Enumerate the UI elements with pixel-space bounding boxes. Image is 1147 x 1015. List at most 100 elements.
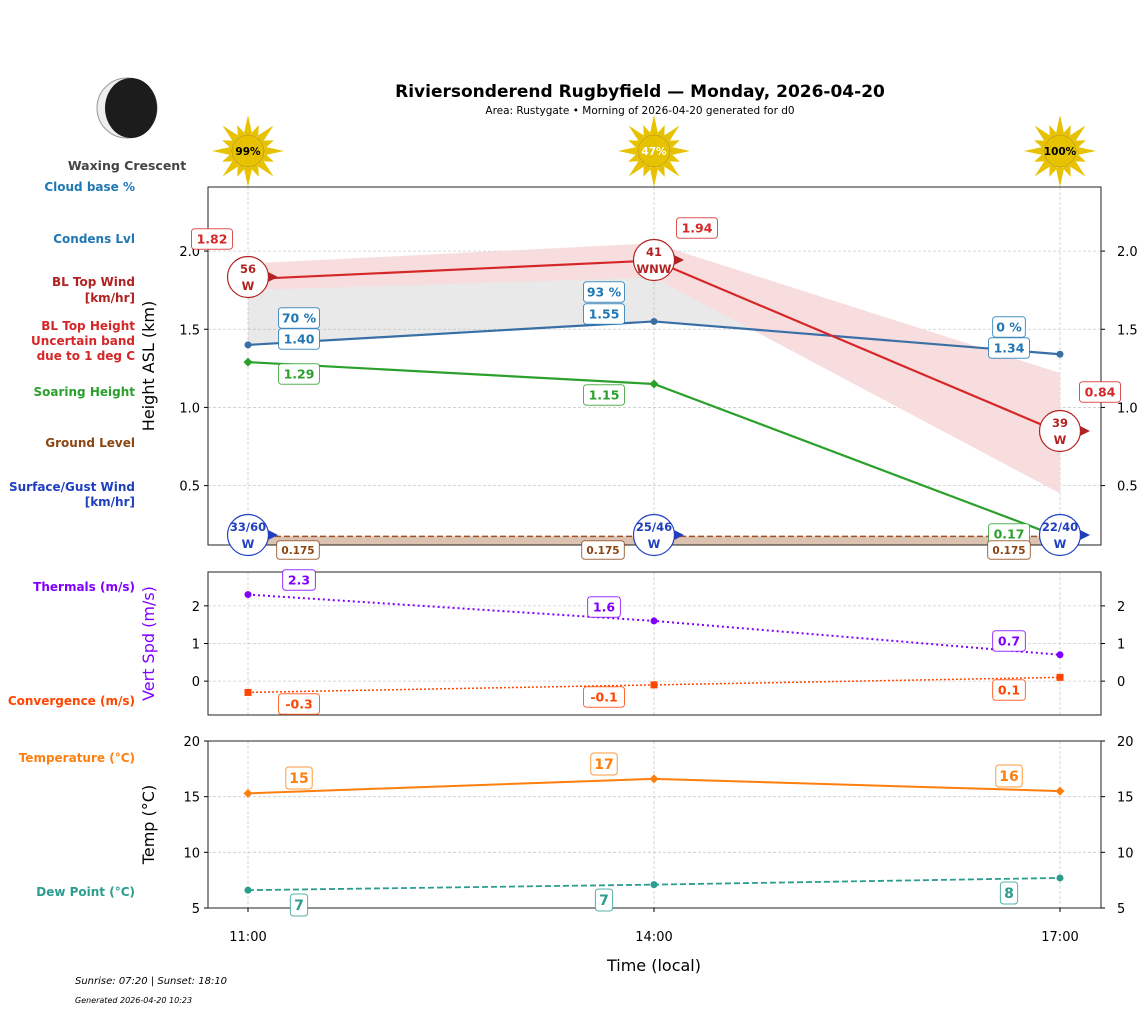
convergence-point (650, 681, 658, 689)
y-axis-label: Temp (°C) (139, 785, 158, 865)
sun-ray (662, 125, 680, 143)
sun-ray (1055, 167, 1065, 187)
y-tick-label: 5 (192, 902, 200, 917)
sun-ray (243, 115, 253, 135)
sun-ray (222, 153, 235, 162)
soaring-height-label: 0.17 (994, 527, 1025, 542)
sun-ray (667, 153, 680, 162)
x-axis-label: Time (local) (606, 956, 701, 975)
sun-ray (667, 140, 680, 149)
dewpoint-label: 7 (294, 898, 304, 914)
dewpoint-label: 8 (1004, 886, 1014, 902)
bl-top-label-box (1079, 381, 1121, 403)
wind-arrow-icon (674, 530, 684, 540)
y-tick-label: 1 (192, 638, 200, 653)
sun-ray (1062, 125, 1071, 138)
sun-ray (256, 159, 274, 177)
soaring-height-label: 1.15 (589, 388, 620, 403)
thermals-label: 1.6 (593, 600, 615, 615)
condensation-level-point (650, 317, 658, 325)
y-tick-label: 1.0 (179, 401, 200, 416)
cloud-base-pct-label: 0 % (996, 320, 1022, 335)
surface-wind-direction: W (648, 537, 661, 551)
dewpoint-point (1056, 874, 1064, 882)
wind-arrow-icon (1080, 426, 1090, 436)
y-tick-label: 0.5 (179, 480, 200, 495)
left-labels: Cloud base % Condens Lvl BL Top Wind [km/hr… (8, 180, 135, 899)
label-condens: Condens Lvl (53, 232, 135, 246)
bl-wind-speed: 39 (1052, 416, 1068, 430)
sun-ray (628, 125, 646, 143)
sun-ray (618, 146, 638, 156)
y-tick-label: 10 (183, 846, 200, 861)
thermals-label-box (282, 569, 316, 591)
temperature-point (649, 774, 659, 784)
sun-ray (243, 167, 253, 187)
sun-ray (628, 140, 641, 149)
bl-wind-direction: WNW (637, 262, 672, 276)
cloud-base-pct-label: 70 % (282, 311, 317, 326)
bl-top-label-box (191, 228, 233, 250)
sun-ray (1076, 146, 1096, 156)
sun-ray (222, 159, 240, 177)
sun-icon: 99% (212, 115, 284, 187)
ground-level-label: 0.175 (586, 545, 619, 557)
thermals-label: 2.3 (288, 573, 310, 588)
soaring-height-point (243, 357, 253, 367)
sun-ray (261, 153, 274, 162)
y-tick-label-right: 1.5 (1117, 323, 1138, 338)
thermals-label-box (587, 596, 621, 618)
y-tick-label-right: 1.0 (1117, 401, 1138, 416)
sun-ray (1034, 140, 1047, 149)
sun-ray (1049, 164, 1058, 177)
sun-ray (256, 125, 274, 143)
bl-top-label: 0.84 (1085, 385, 1116, 400)
plots: 99% 47% 100%0.5 0.51.0 1.01.5 1.52.0 2.0Height… (139, 115, 1138, 975)
sun-ray (1034, 125, 1052, 143)
temperature-point (1055, 786, 1065, 796)
sun-ray (1068, 125, 1086, 143)
ground-level-label-box (276, 540, 320, 560)
footer-sun-times: Sunrise: 07:20 | Sunset: 18:10 (75, 976, 227, 987)
label-convergence: Convergence (m/s) (8, 694, 135, 708)
thermals-label-box (992, 630, 1026, 652)
sun-ray (628, 159, 646, 177)
sun-ray (237, 125, 246, 138)
label-surface-1: Surface/Gust Wind (9, 480, 135, 494)
temperature-label-box (995, 764, 1023, 788)
sun-ray (662, 159, 680, 177)
thermals-point (1056, 651, 1064, 659)
y-tick-label-right: 2 (1117, 600, 1125, 615)
x-tick-label: 14:00 (635, 930, 672, 945)
sun-ray (643, 125, 652, 138)
sun-ray (643, 164, 652, 177)
sun-icon: 100% (1024, 115, 1096, 187)
sun-ray (264, 146, 284, 156)
convergence-line (247, 676, 1061, 694)
ground-level-label-box (581, 540, 625, 560)
ground-level-label-box (987, 540, 1031, 560)
sun-ray (1062, 164, 1071, 177)
surface-wind-speed: 25/46 (636, 520, 672, 534)
y-tick-label-right: 20 (1117, 735, 1134, 750)
wind-arrow-icon (268, 272, 278, 282)
dewpoint-point (650, 881, 658, 889)
soaring-height-point (649, 379, 659, 389)
condensation-level-point (1056, 350, 1064, 358)
cloud-base-pct-label: 93 % (587, 285, 622, 300)
bl-top-label-box (676, 217, 718, 239)
dewpoint-label: 7 (599, 893, 609, 909)
sun-ray (261, 140, 274, 149)
temperature-label: 16 (999, 769, 1018, 785)
y-tick-label-right: 0 (1117, 675, 1125, 690)
bl-top-label: 1.94 (682, 221, 713, 236)
label-bl-top-3: due to 1 deg C (37, 349, 136, 363)
y-tick-label-right: 2.0 (1117, 245, 1138, 260)
dewpoint-label-box (289, 893, 309, 917)
soaring-height-label: 1.29 (284, 367, 315, 382)
sun-ray (1049, 125, 1058, 138)
chart-title: Riviersonderend Rugbyfield — Monday, 202… (395, 82, 885, 102)
y-tick-label: 15 (183, 791, 200, 806)
wind-arrow-icon (1080, 530, 1090, 540)
label-cloud-base: Cloud base % (44, 180, 135, 194)
